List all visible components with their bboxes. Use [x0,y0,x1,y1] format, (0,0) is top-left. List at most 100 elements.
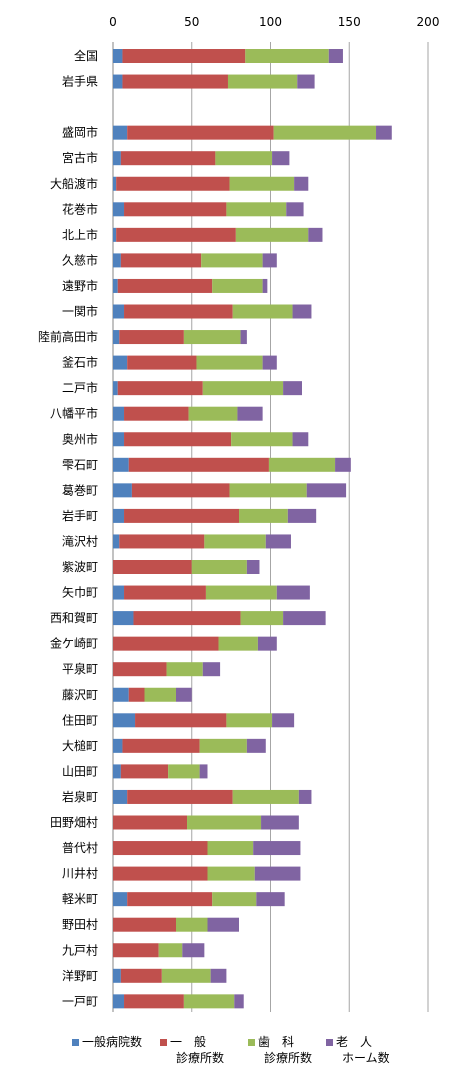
bar-segment [202,381,284,396]
bar-segment [113,381,118,396]
bar-segment [292,432,309,447]
legend-label: 歯 科 [258,1035,294,1049]
category-label: 岩泉町 [62,789,98,804]
legend-label: 一般病院数 [82,1034,142,1049]
bar-segment [128,687,145,702]
bar-segment [120,253,202,268]
bar-segment [199,738,247,753]
bar-segment [283,611,326,626]
category-label: 岩手県 [62,74,98,89]
category-label: 西和賀町 [50,611,98,625]
bar-segment [113,432,125,447]
bar-segment [113,917,176,932]
bar-segment [113,738,123,753]
bar-segment [117,381,203,396]
x-tick-label: 50 [184,15,199,29]
legend-swatch [248,1039,255,1046]
bar-segment [232,789,299,804]
bar-segment [262,355,277,370]
bar-segment [187,815,262,830]
bar-segment [113,636,219,651]
legend-label: 一 般 [170,1034,206,1049]
bar-segment [232,304,293,319]
category-label: 宮古市 [62,150,98,165]
bar-segment [199,764,208,779]
bar-segment [240,611,284,626]
bar-segment [127,125,274,140]
bar-segment [113,253,121,268]
legend-swatch [326,1039,333,1046]
category-label: 軽米町 [62,892,98,906]
bar-segment [122,738,200,753]
bar-segment [124,406,189,421]
x-tick-label: 100 [259,15,282,29]
bar-segment [113,176,117,191]
bar-segment [113,125,128,140]
category-label: 盛岡市 [62,125,98,140]
bar-segment [237,406,263,421]
category-labels: 全国岩手県盛岡市宮古市大船渡市花巻市北上市久慈市遠野市一関市陸前高田市釜石市二戸… [38,48,98,1008]
category-label: 花巻市 [62,201,98,216]
bar-segment [113,151,121,166]
category-label: 矢巾町 [62,586,98,600]
category-label: 紫波町 [62,560,98,574]
bar-segment [158,943,183,958]
legend: 一般病院数一 般診療所数歯 科診療所数老 人ホーム数 [72,1034,390,1065]
category-label: 田野畑村 [50,816,98,830]
bar-segment [127,789,233,804]
bar-segment [218,636,258,651]
bar-segment [246,560,260,574]
bar-segment [124,585,206,600]
bar-segment [268,457,336,472]
bar-segment [205,585,277,600]
x-tick-label: 150 [338,15,361,29]
bar-segment [133,611,241,626]
bar-segment [376,125,392,140]
bar-segment [226,713,273,728]
bar-segment [272,151,290,166]
bar-segment [116,227,236,242]
bar-segment [257,636,277,651]
category-label: 藤沢町 [62,688,98,702]
bar-segment [254,866,301,881]
bar-segment [166,662,203,677]
category-label: 川井村 [62,867,98,881]
bar-segment [113,713,136,728]
bar-segment [113,330,120,345]
category-label: 全国 [74,48,98,63]
category-label: 滝沢村 [62,534,98,548]
category-label: 一関市 [62,304,98,319]
bar-segment [113,892,128,907]
bar-segment [235,227,309,242]
bar-segment [117,278,213,293]
bar-segment [202,662,221,677]
category-label: 陸前高田市 [38,329,98,344]
bar-segment [113,968,121,983]
category-label: 八幡平市 [50,406,98,421]
category-label: 奥州市 [62,431,98,446]
bar-segment [120,151,216,166]
bar-segment [212,892,257,907]
legend-label: 診療所数 [176,1050,224,1065]
bar-segment [286,202,304,217]
bar-segment [231,432,293,447]
x-axis-ticks: 0 50 100 150 200 [109,15,439,29]
bar-segment [113,841,208,856]
legend-swatch [160,1039,167,1046]
bar-segment [298,789,312,804]
bar-segment [119,534,205,549]
bar-segment [144,687,176,702]
legend-swatch [72,1039,79,1046]
category-label: 普代村 [62,841,98,855]
bar-segment [182,943,205,958]
bar-segment [276,585,310,600]
bar-segment [210,968,227,983]
bar-segment [273,125,377,140]
category-label: 九戸村 [62,943,98,957]
bar-segment [253,841,301,856]
bar-segment [234,994,244,1009]
bar-segment [120,764,169,779]
bar-segment [306,483,347,498]
bar-segment [127,355,197,370]
category-label: 山田町 [62,764,98,778]
